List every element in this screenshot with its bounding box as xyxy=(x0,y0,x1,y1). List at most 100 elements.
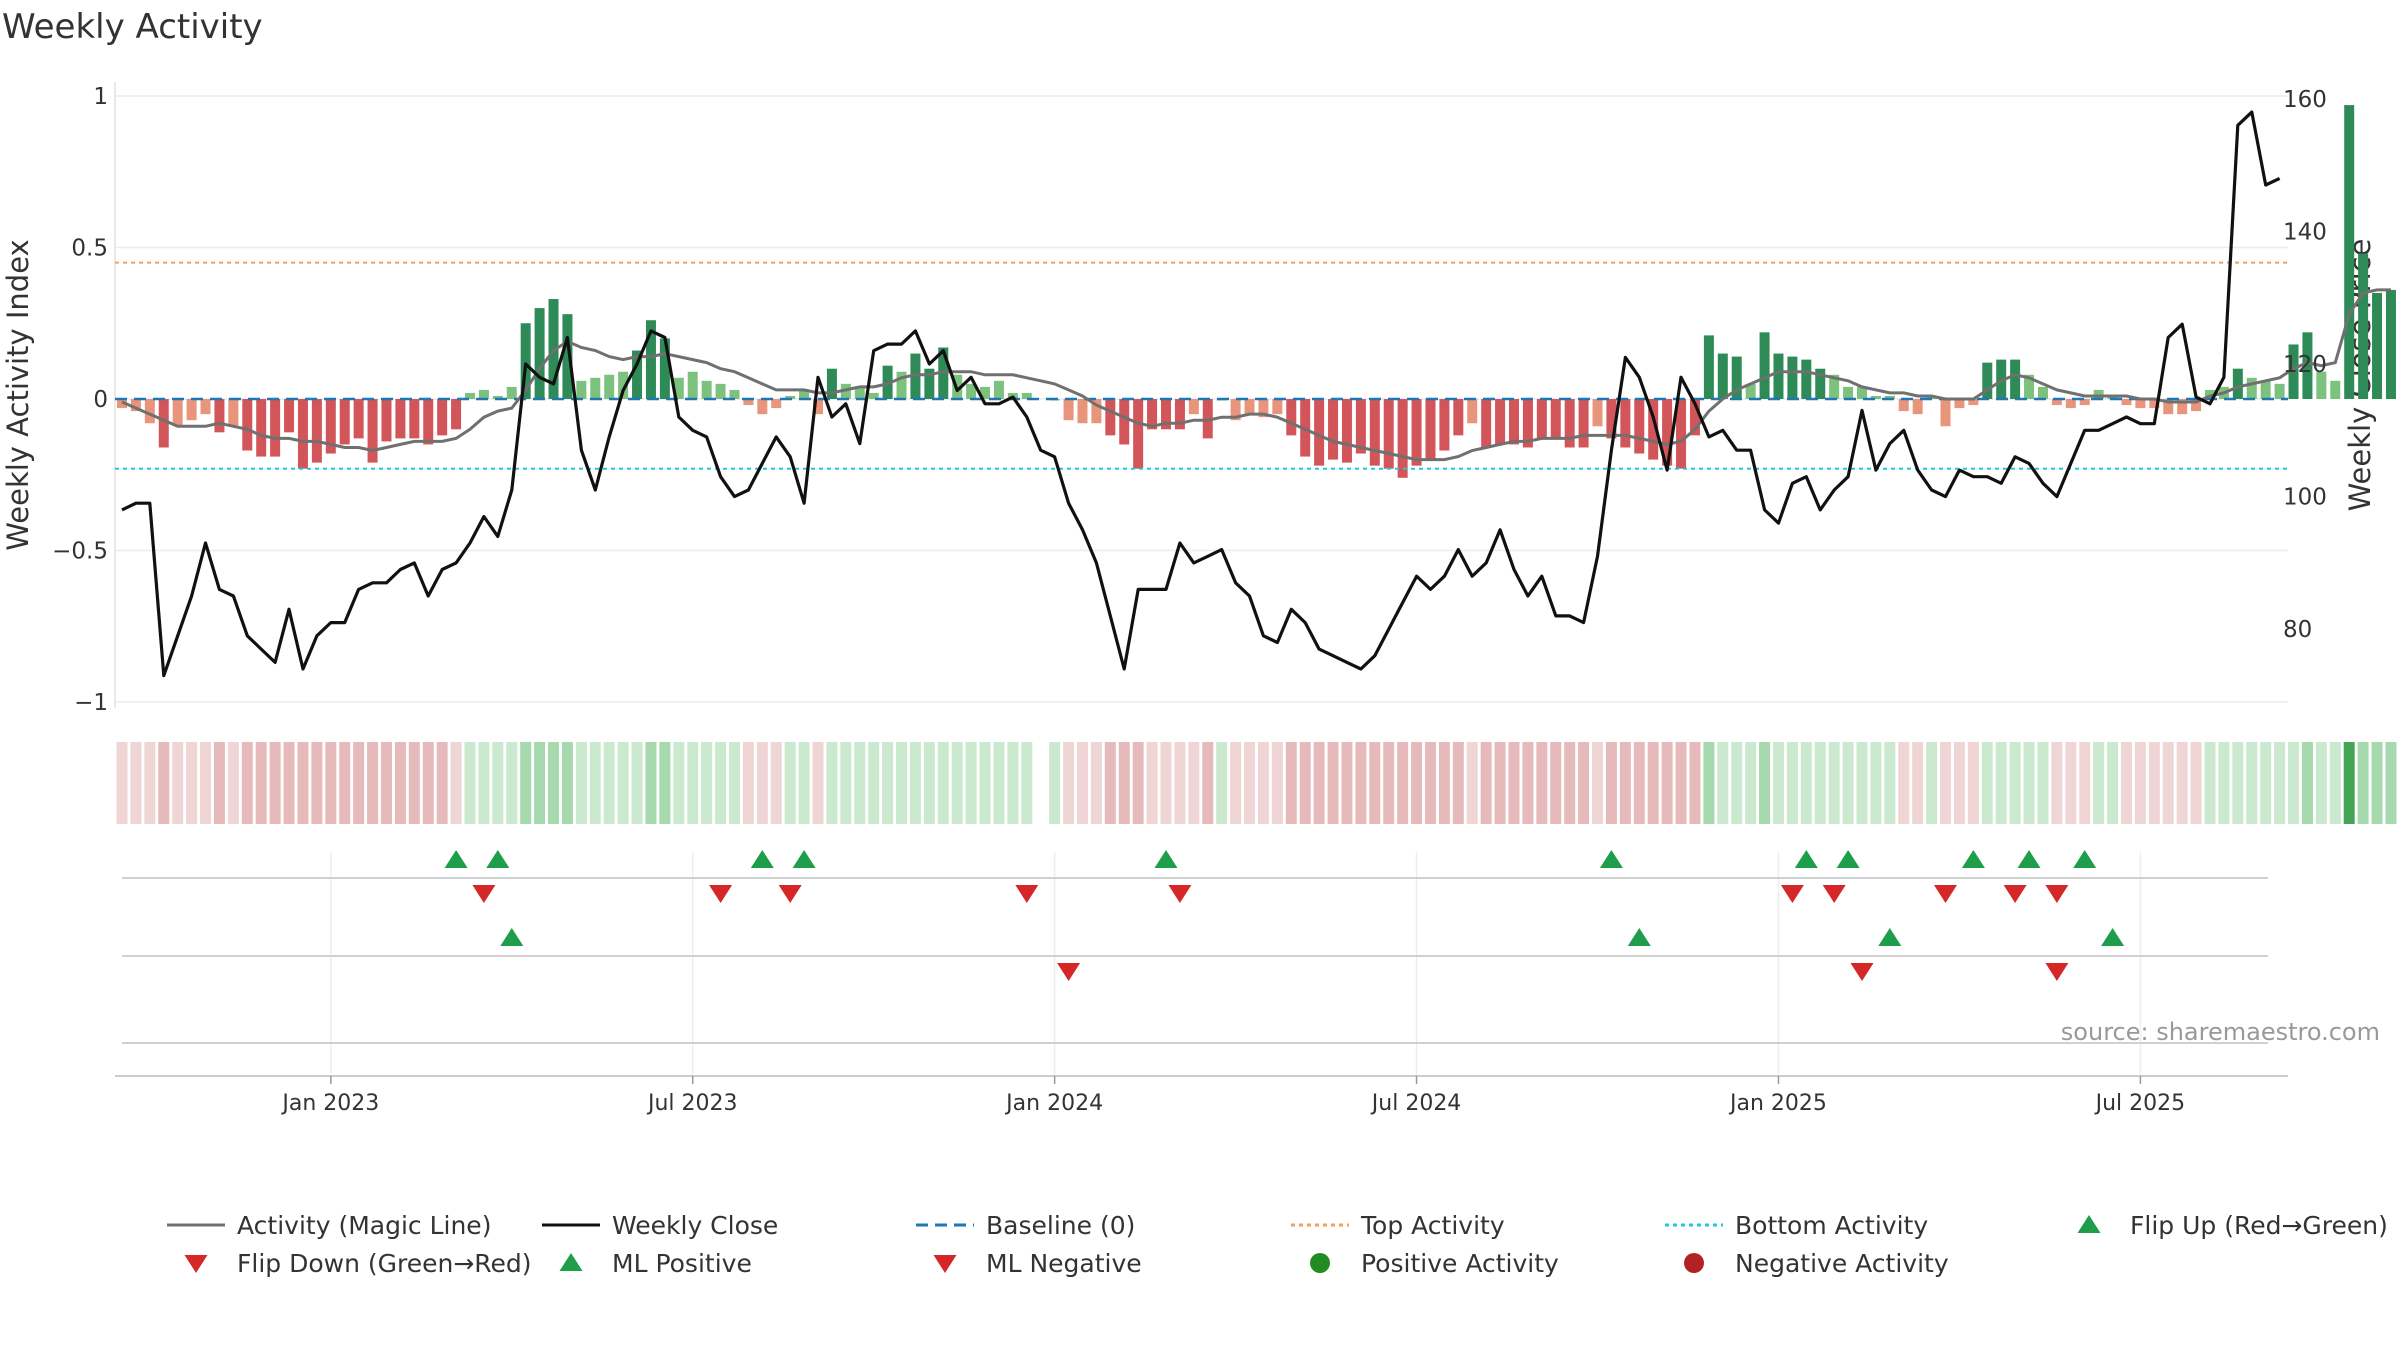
heat-cell xyxy=(283,742,295,824)
legend-label: Baseline (0) xyxy=(986,1211,1135,1240)
heat-cell xyxy=(1508,742,1520,824)
activity-bar xyxy=(1606,399,1617,439)
heat-cell xyxy=(1772,742,1784,824)
heat-cell xyxy=(1132,742,1144,824)
activity-bar xyxy=(924,368,935,399)
flip-up-marker xyxy=(1154,850,1178,868)
legend-swatch-circle xyxy=(1310,1253,1330,1273)
activity-bar xyxy=(1912,399,1923,415)
activity-bar xyxy=(1411,399,1422,466)
heat-cell xyxy=(1188,742,1200,824)
heat-cell xyxy=(2037,742,2049,824)
heat-cell xyxy=(1940,742,1952,824)
heat-cell xyxy=(2329,742,2341,824)
legend-swatch-circle xyxy=(1684,1253,1704,1273)
heat-cell xyxy=(1021,742,1033,824)
legend-label: Top Activity xyxy=(1360,1211,1505,1240)
heat-cell xyxy=(937,742,949,824)
activity-bar xyxy=(1369,399,1380,466)
activity-bar xyxy=(172,399,183,427)
heat-cell xyxy=(1285,742,1297,824)
y-tick-label: 1 xyxy=(93,84,108,110)
heat-cell xyxy=(1063,742,1075,824)
heat-cell xyxy=(1536,742,1548,824)
activity-bar xyxy=(1648,399,1659,460)
activity-bar xyxy=(854,386,865,399)
legend-label: Positive Activity xyxy=(1361,1249,1559,1278)
activity-bar xyxy=(506,386,517,399)
legend-label: Bottom Activity xyxy=(1735,1211,1928,1240)
y-tick-label: −0.5 xyxy=(52,539,108,565)
heat-cell xyxy=(492,742,504,824)
legend-swatch-triangle-down xyxy=(933,1255,957,1273)
activity-bar xyxy=(1884,395,1895,399)
flip-down-marker xyxy=(1168,885,1192,903)
activity-bar xyxy=(1634,399,1645,454)
activity-bar xyxy=(2177,399,2188,415)
heat-cell xyxy=(2288,742,2300,824)
heat-cell xyxy=(1160,742,1172,824)
heat-cell xyxy=(1926,742,1938,824)
heat-cell xyxy=(715,742,727,824)
heat-cell xyxy=(1717,742,1729,824)
heat-cell xyxy=(520,742,532,824)
flip-up-marker xyxy=(486,850,510,868)
activity-bar xyxy=(1982,362,1993,399)
legend-item: ML Positive xyxy=(559,1249,752,1278)
activity-bar xyxy=(1676,399,1687,469)
flip-down-marker xyxy=(1015,885,1039,903)
main-grid xyxy=(114,82,2288,708)
activity-bar xyxy=(1940,399,1951,427)
activity-bar xyxy=(1522,399,1533,448)
activity-bar xyxy=(2302,332,2313,399)
heat-cell xyxy=(1647,742,1659,824)
activity-bar xyxy=(1272,399,1283,415)
activity-bar xyxy=(339,399,350,445)
legend-item: Flip Up (Red→Green) xyxy=(2077,1211,2388,1240)
activity-bar xyxy=(1105,399,1116,436)
heat-cell xyxy=(2051,742,2063,824)
activity-bar xyxy=(1717,353,1728,399)
activity-bar xyxy=(1439,399,1450,451)
activity-bar xyxy=(1077,399,1088,424)
heat-cell xyxy=(1090,742,1102,824)
heat-cell xyxy=(1104,742,1116,824)
heat-cell xyxy=(645,742,657,824)
heat-cell xyxy=(2232,742,2244,824)
heat-cell xyxy=(840,742,852,824)
activity-bar xyxy=(1536,399,1547,439)
heat-cell xyxy=(1369,742,1381,824)
flip-up-marker xyxy=(2017,850,2041,868)
activity-bar xyxy=(562,314,573,399)
flip-up-marker xyxy=(750,850,774,868)
activity-bar xyxy=(2051,399,2062,406)
heat-cell xyxy=(1786,742,1798,824)
heat-cell xyxy=(1230,742,1242,824)
heat-cell xyxy=(144,742,156,824)
activity-bar xyxy=(1801,359,1812,399)
heat-cell xyxy=(2023,742,2035,824)
legend-item: Baseline (0) xyxy=(916,1211,1135,1240)
activity-bar xyxy=(256,399,267,457)
legend: Activity (Magic Line) Weekly Close Baselin… xyxy=(167,1211,2388,1278)
heat-cell xyxy=(2093,742,2105,824)
legend-item: Flip Down (Green→Red) xyxy=(184,1249,532,1278)
heat-cell xyxy=(896,742,908,824)
heat-cell xyxy=(2274,742,2286,824)
activity-bar xyxy=(1258,399,1269,418)
activity-bar xyxy=(645,320,656,399)
activity-bar xyxy=(1564,399,1575,448)
heat-cell xyxy=(1828,742,1840,824)
heat-cell xyxy=(1578,742,1590,824)
heat-cell xyxy=(130,742,142,824)
heat-cell xyxy=(186,742,198,824)
y2-tick-label: 100 xyxy=(2283,485,2327,511)
flip-down-marker xyxy=(778,885,802,903)
activity-bar xyxy=(1467,399,1478,424)
flip-up-marker xyxy=(1836,850,1860,868)
activity-bar xyxy=(228,399,239,427)
activity-bar xyxy=(395,399,406,439)
heat-cell xyxy=(826,742,838,824)
heat-cell xyxy=(1466,742,1478,824)
